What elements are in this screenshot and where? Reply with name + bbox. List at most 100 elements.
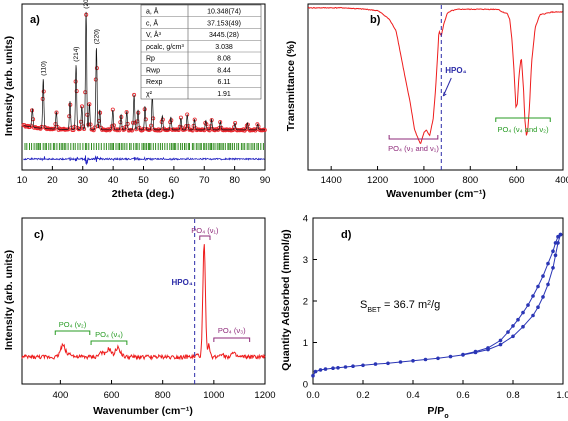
panel-b-lines bbox=[307, 6, 563, 145]
adsorption-point bbox=[511, 334, 515, 339]
panel-b-frame bbox=[307, 3, 564, 171]
desorption-point bbox=[541, 274, 545, 278]
po4-v3-bracket bbox=[213, 337, 251, 342]
panel-a-xtick-label: 60 bbox=[169, 175, 180, 186]
table-value: 6.11 bbox=[217, 79, 230, 86]
adsorption-point bbox=[551, 266, 555, 270]
xrd-observed-point bbox=[115, 128, 120, 133]
desorption-point bbox=[558, 232, 563, 237]
table-param: c, Å bbox=[146, 18, 158, 27]
panel-d-ytick-label: 0 bbox=[303, 380, 308, 391]
adsorption-point bbox=[531, 313, 535, 318]
desorption-point bbox=[486, 346, 490, 350]
desorption-point bbox=[506, 330, 510, 334]
xrd-calculated-line bbox=[23, 11, 265, 131]
panel-c-xtick-label: 600 bbox=[104, 390, 120, 401]
peak-label: (2010) bbox=[83, 0, 90, 9]
panel-c-xtick-label: 400 bbox=[52, 390, 68, 401]
peak-label: (214) bbox=[73, 47, 80, 62]
table-value: 10.348(74) bbox=[207, 9, 241, 16]
table-param: V, Å³ bbox=[146, 30, 162, 39]
hpo4-arrow bbox=[442, 77, 452, 97]
desorption-point bbox=[461, 352, 465, 357]
ir-spectrum-line bbox=[307, 6, 563, 145]
xrd-difference-line bbox=[23, 155, 265, 166]
adsorption-point bbox=[411, 359, 415, 363]
panel-b-xtick-label: 1000 bbox=[413, 175, 434, 186]
panel-d-label: d) bbox=[341, 229, 352, 241]
xrd-observed-point bbox=[107, 128, 112, 133]
panel-b-xtick-label: 600 bbox=[509, 175, 525, 186]
po4-v4-label: PO₄ (ν₄) bbox=[95, 330, 123, 339]
desorption-point bbox=[516, 317, 520, 322]
adsorption-point bbox=[361, 363, 365, 368]
peak-label: (220) bbox=[93, 29, 100, 44]
panel-b-xtick-label: 1400 bbox=[321, 175, 342, 186]
panel-d-xtick-label: 0.4 bbox=[406, 390, 419, 401]
hpo4-arrowhead bbox=[442, 91, 447, 97]
table-param: Rp bbox=[146, 56, 155, 63]
panel-b-xlabel: Wavenumber (cm⁻¹) bbox=[386, 188, 486, 200]
panel-a-xtick-label: 20 bbox=[47, 175, 58, 186]
xrd-observed-point bbox=[117, 128, 122, 133]
po4-v1-bracket bbox=[199, 235, 211, 240]
panel-c-xtick-label: 800 bbox=[155, 390, 171, 401]
desorption-point bbox=[526, 303, 530, 307]
panel-a-peak-labels: (110) (214) (2010) (220) bbox=[40, 0, 100, 76]
xrd-observed-point bbox=[77, 127, 82, 132]
panel-d-xtick-label: 1.0 bbox=[556, 390, 568, 401]
desorption-point bbox=[511, 324, 515, 328]
panel-a-xtick-label: 40 bbox=[108, 175, 119, 186]
table-value: 8.08 bbox=[217, 56, 231, 63]
panel-d-xtick-label: 0.0 bbox=[306, 390, 319, 401]
adsorption-point bbox=[546, 282, 550, 287]
adsorption-point bbox=[436, 356, 440, 361]
xrd-observed-point bbox=[129, 128, 134, 133]
table-value: 3.038 bbox=[215, 44, 233, 51]
table-param: a, Å bbox=[146, 7, 159, 16]
desorption-point bbox=[531, 294, 535, 298]
panel-a-xticks: 10 20 30 40 50 60 70 80 90 bbox=[17, 166, 271, 186]
panel-d-lines bbox=[311, 232, 563, 378]
panel-b-xtick-label: 1200 bbox=[367, 175, 388, 186]
xrd-observed-point bbox=[134, 127, 139, 132]
adsorption-point bbox=[336, 366, 340, 370]
peak-label: (110) bbox=[40, 61, 47, 76]
hpo4-label: HPO₄ bbox=[445, 66, 466, 75]
po4-v2-label: PO₄ (ν₂) bbox=[59, 320, 87, 329]
desorption-point bbox=[546, 261, 550, 266]
adsorption-point bbox=[398, 360, 403, 364]
panel-a-label: a) bbox=[30, 14, 40, 26]
desorption-point bbox=[498, 338, 503, 343]
panel-c-xlabel: Wavenumber (cm⁻¹) bbox=[93, 405, 193, 417]
po4-v1-label: PO₄ (ν₁) bbox=[191, 226, 219, 235]
xrd-observed-point bbox=[190, 128, 195, 133]
panel-d-ylabel: Quantity Adsorbed (mmol/g) bbox=[280, 229, 292, 370]
panel-b-annotations: HPO₄ PO₄ (ν₃ and ν₁) PO₄ (ν₄ and ν₂) bbox=[388, 5, 551, 170]
panel-a-xtick-label: 90 bbox=[260, 175, 271, 186]
panel-c-xtick-label: 1200 bbox=[254, 390, 275, 401]
panel-d-xtick-label: 0.6 bbox=[456, 390, 469, 401]
panel-d-ytick-label: 3 bbox=[303, 255, 308, 266]
adsorption-point bbox=[386, 361, 390, 366]
adsorption-point bbox=[351, 364, 355, 369]
panel-b-xtick-label: 800 bbox=[462, 175, 478, 186]
desorption-point bbox=[521, 310, 525, 315]
panel-a: a) Intensity (arb. units) 2theta (deg.) … bbox=[3, 0, 270, 200]
adsorption-point bbox=[323, 367, 328, 371]
panel-c: c) Intensity (arb. units) Wavenumber (cm… bbox=[3, 217, 276, 417]
panel-d-xtick-label: 0.2 bbox=[356, 390, 369, 401]
desorption-point bbox=[556, 234, 560, 239]
po4-v4v2-label: PO₄ (ν₄ and ν₂) bbox=[497, 125, 549, 134]
table-param: Rexp bbox=[146, 79, 162, 86]
adsorption-point bbox=[318, 368, 323, 372]
panel-b: b) Transmittance (%) Wavenumber (cm⁻¹) 1… bbox=[285, 3, 568, 200]
panel-d-ytick-label: 4 bbox=[303, 214, 308, 225]
panel-c-annotations: HPO₄ PO₄ (ν₁) PO₄ (ν₂) PO₄ (ν₄) PO₄ (ν₃) bbox=[54, 219, 251, 384]
panel-b-label: b) bbox=[370, 14, 381, 26]
panel-d-ytick-label: 1 bbox=[303, 338, 308, 349]
po4-v4-bracket bbox=[90, 340, 128, 345]
po4-v3-label: PO₄ (ν₃) bbox=[218, 326, 246, 335]
panel-c-frame bbox=[21, 217, 266, 385]
